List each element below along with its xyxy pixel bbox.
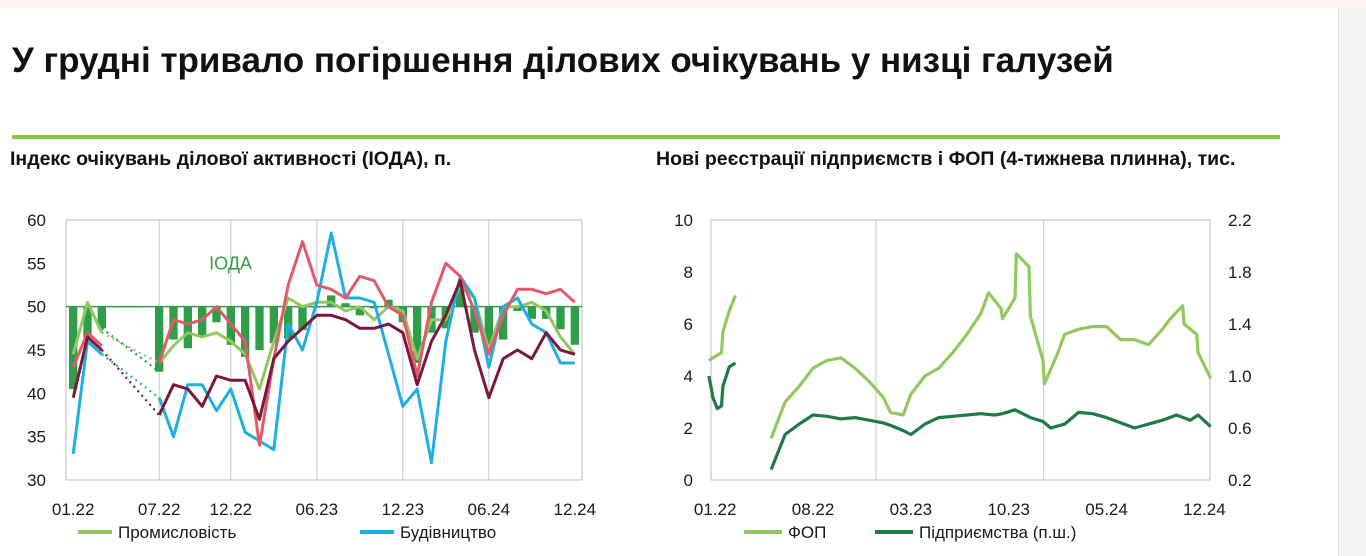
ioda-bar <box>470 306 479 333</box>
gap-connector <box>101 349 160 416</box>
series-line-Послуги <box>71 279 576 421</box>
x-tick-label: 06.23 <box>296 500 339 519</box>
window-edge <box>1338 8 1366 556</box>
ioda-bar <box>527 306 536 319</box>
y-tick-label: 55 <box>27 254 46 273</box>
x-tick-label: 05.24 <box>1085 500 1128 519</box>
x-tick-label: 03.23 <box>890 500 933 519</box>
business-expectations-chart: 30 35 40 45 50 55 60 01.22 07.22 12.22 06.23 12.23 0… <box>27 211 597 542</box>
ioda-bar <box>269 306 278 344</box>
y2-tick-label: 1.8 <box>1228 263 1252 282</box>
y2-tick-label: 1.4 <box>1228 315 1252 334</box>
ioda-annotation: ІОДА <box>209 253 252 273</box>
ioda-bar <box>298 306 307 331</box>
ioda-bar <box>413 306 422 363</box>
x-tick-label: 06.24 <box>468 500 511 519</box>
ioda-bar <box>355 306 364 316</box>
ioda-bar <box>255 306 264 350</box>
plot-frame <box>65 219 583 481</box>
series-line-ФОП <box>708 294 737 362</box>
ioda-bar <box>241 306 250 357</box>
x-tick-label: 12.22 <box>210 500 253 519</box>
top-strip <box>0 0 1366 8</box>
left-chart-title: Індекс очікувань ділової активності (ІОД… <box>10 148 452 170</box>
series-line-Підприємства (п.ш.) <box>707 361 737 411</box>
y-tick-label: 10 <box>674 211 693 230</box>
x-tick-label: 08.22 <box>792 500 835 519</box>
ioda-bar <box>198 306 207 337</box>
x-tick-label: 01.22 <box>694 500 737 519</box>
y2-tick-label: 0.6 <box>1228 419 1252 438</box>
title-divider <box>12 135 1280 139</box>
legend-label: ФОП <box>788 523 826 542</box>
y-tick-label: 4 <box>684 367 693 386</box>
ioda-bar <box>69 306 78 389</box>
y-tick-label: 0 <box>684 471 693 490</box>
x-tick-label: 12.24 <box>1183 500 1226 519</box>
y-tick-label: 45 <box>27 341 46 360</box>
y-tick-label: 2 <box>684 419 693 438</box>
x-tick-label: 10.23 <box>987 500 1030 519</box>
ioda-bar <box>83 306 92 337</box>
ioda-bar <box>384 299 393 307</box>
y-tick-label: 40 <box>27 384 46 403</box>
y-tick-label: 50 <box>27 298 46 317</box>
y-tick-label: 6 <box>684 315 693 334</box>
x-tick-label: 12.24 <box>554 500 597 519</box>
y-tick-label: 60 <box>27 211 46 230</box>
ioda-bar <box>341 303 350 307</box>
y-tick-label: 30 <box>27 471 46 490</box>
ioda-bar <box>155 306 164 372</box>
ioda-bar <box>212 306 221 323</box>
right-chart-title: Нові реєстрації підприємств і ФОП (4-тиж… <box>656 148 1236 170</box>
legend-label: Будівництво <box>400 523 496 542</box>
ioda-bar <box>513 306 522 311</box>
ioda-bar <box>499 306 508 340</box>
series-line-Підприємства (п.ш.) <box>769 408 1212 471</box>
ioda-bar <box>97 306 106 329</box>
x-tick-label: 07.22 <box>138 500 181 519</box>
y2-tick-label: 1.0 <box>1228 367 1252 386</box>
series-line-Торгівля <box>71 240 576 447</box>
series-line-ФОП <box>769 252 1213 439</box>
gap-connector <box>101 331 160 364</box>
y2-tick-label: 0.2 <box>1228 471 1252 490</box>
legend-label: Підприємства (п.ш.) <box>919 523 1076 542</box>
plot-frame <box>710 219 1211 481</box>
y-tick-label: 8 <box>684 263 693 282</box>
ioda-bar <box>570 306 579 345</box>
y2-tick-label: 2.2 <box>1228 211 1252 230</box>
ioda-bar <box>484 306 493 354</box>
ioda-bar <box>183 306 192 349</box>
x-tick-label: 12.23 <box>382 500 425 519</box>
legend-label: Промисловість <box>118 523 236 542</box>
ioda-bar <box>556 306 565 330</box>
x-tick-label: 01.22 <box>52 500 95 519</box>
ioda-bar <box>456 287 465 307</box>
y-tick-label: 35 <box>27 428 46 447</box>
page-title: У грудні тривало погіршення ділових очік… <box>12 41 1114 80</box>
